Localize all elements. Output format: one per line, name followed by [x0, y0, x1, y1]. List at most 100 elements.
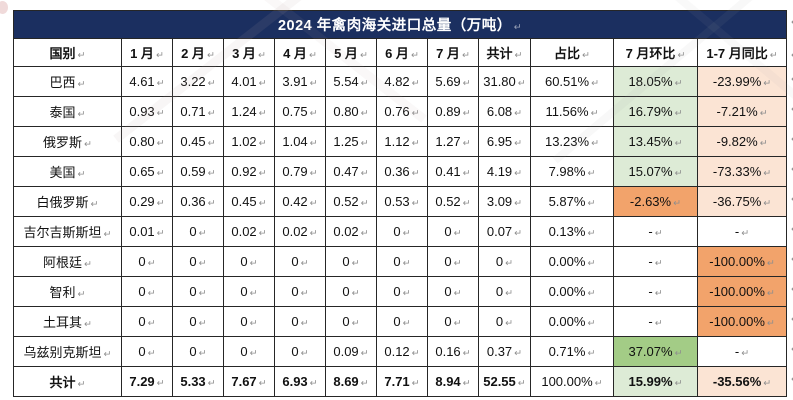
- col-header-m7[interactable]: 7 月 ↵: [427, 38, 479, 67]
- cell-turkey-m4[interactable]: 0 ↵: [274, 306, 326, 337]
- cell-total-total[interactable]: 52.55 ↵: [478, 366, 531, 397]
- cell-argentina-m3[interactable]: 0 ↵: [223, 246, 275, 277]
- cell-total-share[interactable]: 100.00% ↵: [530, 366, 614, 397]
- cell-russia-m2[interactable]: 0.45 ↵: [172, 126, 224, 157]
- cell-russia-yoy[interactable]: -9.82% ↵: [696, 126, 788, 157]
- cell-russia-country[interactable]: 俄罗斯 ↵: [13, 126, 122, 157]
- cell-russia-total[interactable]: 6.95 ↵: [478, 126, 531, 157]
- cell-kyrgyzstan-m3[interactable]: 0.02 ↵: [223, 216, 275, 247]
- cell-argentina-mom[interactable]: - ↵: [613, 246, 698, 277]
- cell-total-m7[interactable]: 8.94 ↵: [427, 366, 479, 397]
- cell-belarus-total[interactable]: 3.09 ↵: [478, 186, 531, 217]
- cell-turkey-m7[interactable]: 0 ↵: [427, 306, 479, 337]
- cell-kyrgyzstan-m6[interactable]: 0 ↵: [376, 216, 428, 247]
- cell-russia-m7[interactable]: 1.27 ↵: [427, 126, 479, 157]
- cell-argentina-total[interactable]: 0 ↵: [478, 246, 531, 277]
- cell-uzbekistan-yoy[interactable]: - ↵: [696, 336, 788, 367]
- cell-uzbekistan-m1[interactable]: 0 ↵: [121, 336, 173, 367]
- cell-russia-m3[interactable]: 1.02 ↵: [223, 126, 275, 157]
- cell-chile-m7[interactable]: 0 ↵: [427, 276, 479, 307]
- cell-total-yoy[interactable]: -35.56% ↵: [696, 366, 788, 397]
- cell-argentina-yoy[interactable]: -100.00% ↵: [696, 246, 788, 277]
- cell-usa-total[interactable]: 4.19 ↵: [478, 156, 531, 187]
- cell-chile-mom[interactable]: - ↵: [613, 276, 698, 307]
- cell-chile-m5[interactable]: 0 ↵: [325, 276, 377, 307]
- cell-thailand-share[interactable]: 11.56% ↵: [530, 96, 614, 127]
- col-header-country[interactable]: 国别 ↵: [13, 38, 122, 67]
- cell-uzbekistan-share[interactable]: 0.71% ↵: [530, 336, 614, 367]
- cell-argentina-m6[interactable]: 0 ↵: [376, 246, 428, 277]
- cell-chile-m1[interactable]: 0 ↵: [121, 276, 173, 307]
- cell-turkey-m5[interactable]: 0 ↵: [325, 306, 377, 337]
- cell-thailand-m5[interactable]: 0.80 ↵: [325, 96, 377, 127]
- cell-chile-m3[interactable]: 0 ↵: [223, 276, 275, 307]
- cell-thailand-total[interactable]: 6.08 ↵: [478, 96, 531, 127]
- cell-total-m1[interactable]: 7.29 ↵: [121, 366, 173, 397]
- cell-usa-m7[interactable]: 0.41 ↵: [427, 156, 479, 187]
- col-header-m5[interactable]: 5 月 ↵: [325, 38, 377, 67]
- cell-usa-yoy[interactable]: -73.33% ↵: [696, 156, 788, 187]
- cell-usa-m6[interactable]: 0.36 ↵: [376, 156, 428, 187]
- cell-total-mom[interactable]: 15.99% ↵: [613, 366, 698, 397]
- cell-kyrgyzstan-share[interactable]: 0.13% ↵: [530, 216, 614, 247]
- cell-uzbekistan-m7[interactable]: 0.16 ↵: [427, 336, 479, 367]
- col-header-mom[interactable]: 7 月环比 ↵: [613, 38, 698, 67]
- cell-turkey-yoy[interactable]: -100.00% ↵: [696, 306, 788, 337]
- table-title[interactable]: 2024 年禽肉海关进口总量（万吨） ↵: [12, 10, 788, 39]
- cell-usa-m3[interactable]: 0.92 ↵: [223, 156, 275, 187]
- cell-uzbekistan-mom[interactable]: 37.07% ↵: [613, 336, 698, 367]
- cell-kyrgyzstan-m1[interactable]: 0.01 ↵: [121, 216, 173, 247]
- cell-russia-m6[interactable]: 1.12 ↵: [376, 126, 428, 157]
- cell-uzbekistan-country[interactable]: 乌兹别克斯坦 ↵: [13, 336, 122, 367]
- cell-turkey-m3[interactable]: 0 ↵: [223, 306, 275, 337]
- cell-belarus-country[interactable]: 白俄罗斯 ↵: [13, 186, 122, 217]
- col-header-share[interactable]: 占比 ↵: [530, 38, 614, 67]
- cell-kyrgyzstan-country[interactable]: 吉尔吉斯斯坦 ↵: [13, 216, 122, 247]
- cell-chile-m6[interactable]: 0 ↵: [376, 276, 428, 307]
- cell-usa-m1[interactable]: 0.65 ↵: [121, 156, 173, 187]
- cell-turkey-mom[interactable]: - ↵: [613, 306, 698, 337]
- cell-chile-m4[interactable]: 0 ↵: [274, 276, 326, 307]
- col-header-m1[interactable]: 1 月 ↵: [121, 38, 173, 67]
- cell-chile-total[interactable]: 0 ↵: [478, 276, 531, 307]
- cell-total-country[interactable]: 共计 ↵: [13, 366, 122, 397]
- cell-usa-share[interactable]: 7.98% ↵: [530, 156, 614, 187]
- cell-turkey-share[interactable]: 0.00% ↵: [530, 306, 614, 337]
- cell-brazil-country[interactable]: 巴西 ↵: [13, 66, 122, 97]
- cell-argentina-m7[interactable]: 0 ↵: [427, 246, 479, 277]
- col-header-yoy[interactable]: 1-7 月同比 ↵: [696, 38, 788, 67]
- cell-uzbekistan-m6[interactable]: 0.12 ↵: [376, 336, 428, 367]
- cell-brazil-m1[interactable]: 4.61 ↵: [121, 66, 173, 97]
- cell-turkey-total[interactable]: 0 ↵: [478, 306, 531, 337]
- cell-belarus-m2[interactable]: 0.36 ↵: [172, 186, 224, 217]
- cell-usa-m2[interactable]: 0.59 ↵: [172, 156, 224, 187]
- cell-thailand-m3[interactable]: 1.24 ↵: [223, 96, 275, 127]
- cell-belarus-m7[interactable]: 0.52 ↵: [427, 186, 479, 217]
- cell-total-m5[interactable]: 8.69 ↵: [325, 366, 377, 397]
- cell-brazil-mom[interactable]: 18.05% ↵: [613, 66, 698, 97]
- cell-usa-mom[interactable]: 15.07% ↵: [613, 156, 698, 187]
- cell-uzbekistan-m5[interactable]: 0.09 ↵: [325, 336, 377, 367]
- cell-chile-yoy[interactable]: -100.00% ↵: [696, 276, 788, 307]
- cell-total-m2[interactable]: 5.33 ↵: [172, 366, 224, 397]
- cell-russia-m4[interactable]: 1.04 ↵: [274, 126, 326, 157]
- cell-turkey-country[interactable]: 土耳其 ↵: [13, 306, 122, 337]
- cell-brazil-share[interactable]: 60.51% ↵: [530, 66, 614, 97]
- cell-brazil-m3[interactable]: 4.01 ↵: [223, 66, 275, 97]
- cell-brazil-m7[interactable]: 5.69 ↵: [427, 66, 479, 97]
- cell-belarus-m6[interactable]: 0.53 ↵: [376, 186, 428, 217]
- col-header-m6[interactable]: 6 月 ↵: [376, 38, 428, 67]
- cell-kyrgyzstan-m4[interactable]: 0.02 ↵: [274, 216, 326, 247]
- cell-turkey-m2[interactable]: 0 ↵: [172, 306, 224, 337]
- cell-uzbekistan-m4[interactable]: 0 ↵: [274, 336, 326, 367]
- cell-total-m3[interactable]: 7.67 ↵: [223, 366, 275, 397]
- cell-thailand-m4[interactable]: 0.75 ↵: [274, 96, 326, 127]
- cell-turkey-m1[interactable]: 0 ↵: [121, 306, 173, 337]
- cell-turkey-m6[interactable]: 0 ↵: [376, 306, 428, 337]
- cell-thailand-m2[interactable]: 0.71 ↵: [172, 96, 224, 127]
- cell-kyrgyzstan-m7[interactable]: 0 ↵: [427, 216, 479, 247]
- cell-thailand-m1[interactable]: 0.93 ↵: [121, 96, 173, 127]
- cell-thailand-country[interactable]: 泰国 ↵: [13, 96, 122, 127]
- cell-argentina-country[interactable]: 阿根廷 ↵: [13, 246, 122, 277]
- cell-thailand-yoy[interactable]: -7.21% ↵: [696, 96, 788, 127]
